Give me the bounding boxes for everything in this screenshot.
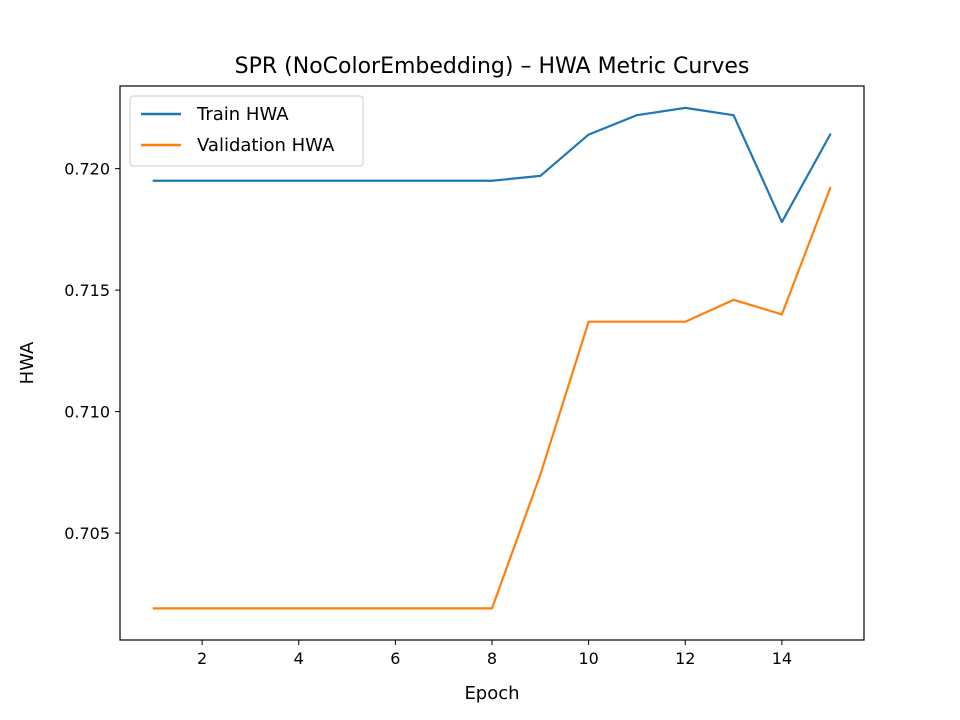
legend-box (129, 95, 364, 167)
chart-title: SPR (NoColorEmbedding) – HWA Metric Curv… (235, 54, 750, 79)
y-axis: 0.705 0.710 0.715 0.720 (64, 160, 120, 543)
x-tick-label: 8 (487, 649, 497, 668)
series-line-validation (152, 186, 832, 610)
x-tick-label: 4 (294, 649, 304, 668)
x-tick-label: 14 (772, 649, 792, 668)
x-tick-label: 10 (578, 649, 598, 668)
x-tick-label: 6 (390, 649, 400, 668)
x-axis-label: Epoch (464, 683, 519, 704)
y-tick-label: 0.705 (64, 524, 110, 543)
x-tick-label: 12 (675, 649, 695, 668)
series-line-train (152, 106, 832, 224)
x-tick-label: 2 (197, 649, 207, 668)
legend-label-validation: Validation HWA (197, 135, 335, 156)
series-layer (152, 106, 832, 610)
x-axis: 2 4 6 8 10 12 14 (197, 640, 792, 668)
y-axis-label: HWA (17, 341, 38, 384)
legend-label-train: Train HWA (196, 104, 289, 125)
y-tick-label: 0.720 (64, 160, 110, 179)
y-tick-label: 0.710 (64, 403, 110, 422)
legend: Train HWA Validation HWA (129, 95, 364, 167)
y-tick-label: 0.715 (64, 281, 110, 300)
